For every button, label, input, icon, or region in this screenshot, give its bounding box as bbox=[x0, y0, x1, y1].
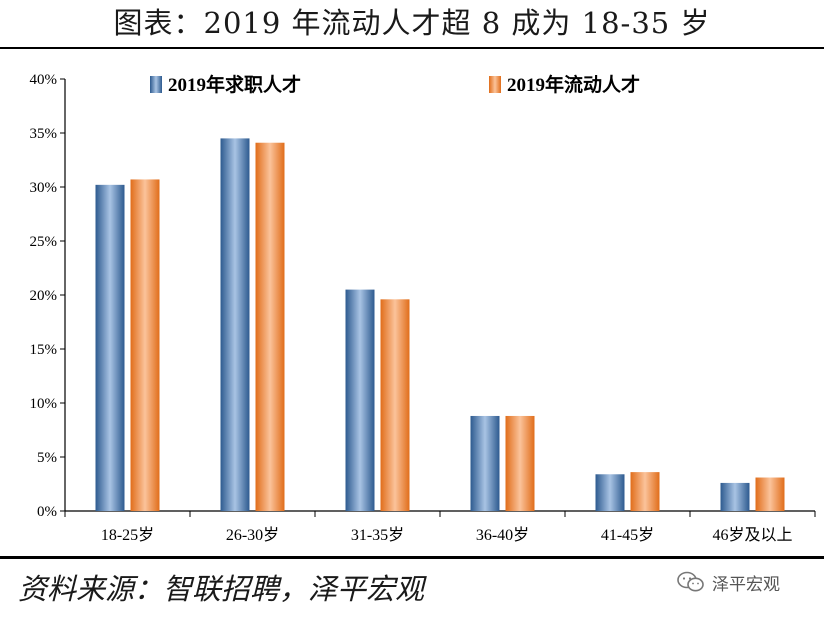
x-tick-label: 26-30岁 bbox=[226, 526, 279, 544]
bar bbox=[380, 299, 410, 511]
bar bbox=[720, 482, 750, 511]
x-tick-label: 31-35岁 bbox=[351, 526, 404, 544]
x-tick-label: 18-25岁 bbox=[101, 526, 154, 544]
y-tick-label: 40% bbox=[30, 72, 58, 88]
bottom-divider bbox=[0, 556, 824, 559]
y-tick-label: 15% bbox=[30, 342, 58, 358]
x-tick-label: 36-40岁 bbox=[476, 526, 529, 544]
y-tick-label: 25% bbox=[30, 234, 58, 250]
legend-label: 2019年求职人才 bbox=[168, 73, 301, 96]
y-tick-label: 35% bbox=[30, 126, 58, 142]
axes: 0% 5% 10% 15% 20% 25% 30% 35% 40% 18-25岁 26-30岁 31-… bbox=[30, 72, 816, 544]
source-note: 资料来源：智联招聘，泽平宏观 bbox=[18, 572, 425, 606]
x-tick-label: 46岁及以上 bbox=[712, 526, 792, 544]
x-tick-label: 41-45岁 bbox=[601, 526, 654, 544]
bar bbox=[95, 184, 125, 511]
y-tick-label: 30% bbox=[30, 180, 58, 196]
bar bbox=[755, 477, 785, 511]
legend: 2019年求职人才 2019年流动人才 bbox=[150, 73, 640, 96]
bars bbox=[95, 138, 785, 511]
bar bbox=[255, 142, 285, 511]
wechat-logo-icon bbox=[677, 571, 704, 592]
bar bbox=[345, 289, 375, 511]
bar-chart: 0% 5% 10% 15% 20% 25% 30% 35% 40% 18-25岁 26-30岁 31-… bbox=[30, 72, 816, 544]
y-tick-label: 0% bbox=[37, 504, 57, 520]
bar bbox=[595, 474, 625, 511]
bar bbox=[220, 138, 250, 511]
legend-label: 2019年流动人才 bbox=[507, 73, 640, 96]
legend-swatch bbox=[150, 76, 162, 93]
y-tick-label: 10% bbox=[30, 396, 58, 412]
bar bbox=[470, 415, 500, 511]
bar bbox=[505, 415, 535, 511]
y-tick-label: 20% bbox=[30, 288, 58, 304]
watermark-text: 泽平宏观 bbox=[712, 574, 780, 595]
bar bbox=[630, 472, 660, 511]
y-tick-label: 5% bbox=[37, 450, 57, 466]
top-divider bbox=[0, 47, 824, 49]
bar bbox=[130, 179, 160, 511]
legend-swatch bbox=[489, 76, 501, 93]
chart-title: 图表：2019 年流动人才超 8 成为 18-35 岁 bbox=[113, 6, 711, 40]
watermark: 泽平宏观 bbox=[676, 570, 780, 595]
